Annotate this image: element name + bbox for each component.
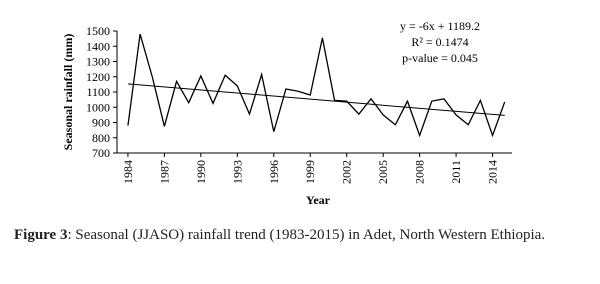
- annotation: p-value = 0.045: [402, 51, 478, 65]
- y-tick-label: 1300: [86, 55, 110, 69]
- x-tick-label: 1996: [267, 160, 281, 184]
- annotation: y = -6x + 1189.2: [400, 19, 480, 33]
- y-axis-title: Seasonal rainfall (mm): [61, 34, 75, 151]
- x-tick-label: 1984: [121, 160, 135, 184]
- y-tick-label: 1000: [86, 100, 110, 114]
- y-tick-label: 1100: [86, 85, 110, 99]
- caption: Figure 3: Seasonal (JJASO) rainfall tren…: [14, 224, 586, 247]
- y-tick-label: 1500: [86, 24, 110, 38]
- x-tick-label: 2014: [486, 160, 500, 184]
- x-tick-label: 2002: [340, 160, 354, 184]
- x-tick-label: 2008: [413, 160, 427, 184]
- x-tick-label: 1987: [157, 160, 171, 184]
- x-axis-title: Year: [306, 193, 331, 207]
- caption-label: Figure 3: [14, 227, 68, 243]
- chart: Seasonal rainfall (mm) Year y = -6x + 11…: [61, 19, 512, 207]
- x-tick-label: 1990: [194, 160, 208, 184]
- x-tick-label: 1993: [230, 160, 244, 184]
- y-tick-label: 900: [92, 116, 110, 130]
- trend-line: [127, 83, 505, 116]
- caption-text: : Seasonal (JJASO) rainfall trend (1983-…: [67, 227, 546, 243]
- x-tick-label: 2005: [376, 160, 390, 184]
- x-tick-label: 1999: [303, 160, 317, 184]
- y-tick-label: 800: [92, 131, 110, 145]
- y-tick-label: 1200: [86, 70, 110, 84]
- y-tick-label: 700: [92, 146, 110, 160]
- annotation: R² = 0.1474: [411, 35, 468, 49]
- data-line: [127, 33, 506, 138]
- x-tick-label: 2011: [449, 160, 463, 184]
- y-tick-label: 1400: [86, 39, 110, 53]
